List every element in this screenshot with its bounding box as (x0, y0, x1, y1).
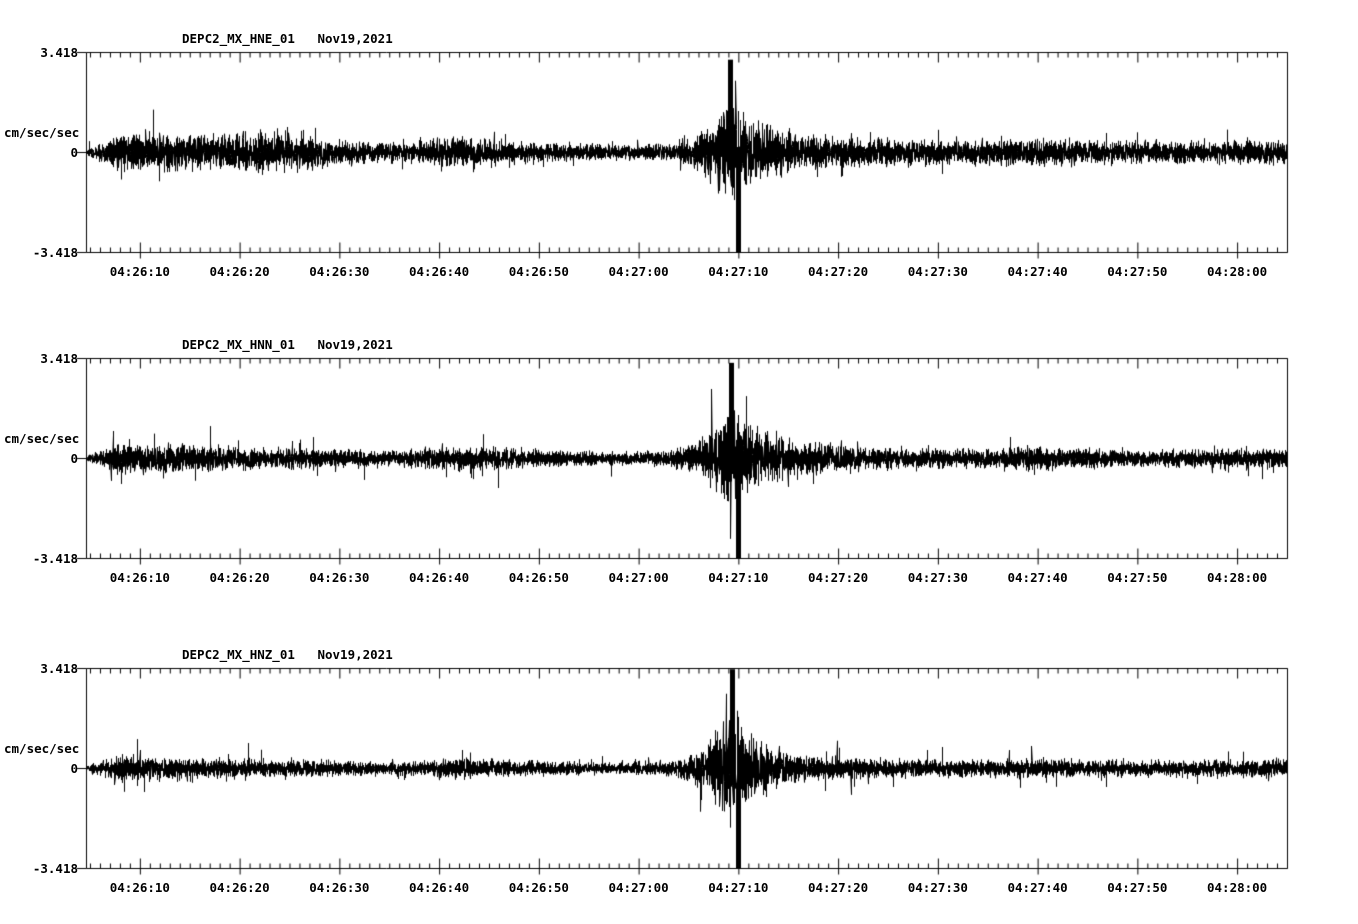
x-tick-label-1-9: 04:27:30 (907, 264, 968, 279)
x-tick-label-2-8: 04:27:20 (808, 570, 869, 585)
x-tick-label-1-12: 04:28:00 (1207, 264, 1268, 279)
x-tick-label-2-11: 04:27:50 (1107, 570, 1168, 585)
x-tick-label-1-10: 04:27:40 (1007, 264, 1068, 279)
waveform-trace-3 (0, 656, 1358, 880)
x-tick-label-2-7: 04:27:10 (708, 570, 769, 585)
x-tick-label-2-12: 04:28:00 (1207, 570, 1268, 585)
x-tick-label-3-3: 04:26:30 (309, 880, 370, 895)
x-tick-label-3-5: 04:26:50 (508, 880, 569, 895)
x-tick-label-1-4: 04:26:40 (409, 264, 470, 279)
x-tick-label-2-2: 04:26:20 (209, 570, 270, 585)
x-tick-label-3-12: 04:28:00 (1207, 880, 1268, 895)
x-tick-label-3-9: 04:27:30 (907, 880, 968, 895)
x-tick-label-2-4: 04:26:40 (409, 570, 470, 585)
x-tick-label-1-6: 04:27:00 (608, 264, 669, 279)
x-tick-label-2-5: 04:26:50 (508, 570, 569, 585)
x-tick-label-1-11: 04:27:50 (1107, 264, 1168, 279)
waveform-trace-2 (0, 346, 1358, 570)
x-tick-label-3-10: 04:27:40 (1007, 880, 1068, 895)
x-tick-label-1-2: 04:26:20 (209, 264, 270, 279)
x-tick-label-2-1: 04:26:10 (109, 570, 170, 585)
x-tick-label-3-8: 04:27:20 (808, 880, 869, 895)
x-tick-label-1-7: 04:27:10 (708, 264, 769, 279)
x-tick-label-3-4: 04:26:40 (409, 880, 470, 895)
x-tick-label-3-2: 04:26:20 (209, 880, 270, 895)
x-tick-label-2-3: 04:26:30 (309, 570, 370, 585)
x-tick-label-3-6: 04:27:00 (608, 880, 669, 895)
x-tick-label-2-10: 04:27:40 (1007, 570, 1068, 585)
x-tick-label-2-9: 04:27:30 (907, 570, 968, 585)
x-tick-label-3-11: 04:27:50 (1107, 880, 1168, 895)
x-tick-label-3-1: 04:26:10 (109, 880, 170, 895)
x-tick-label-1-1: 04:26:10 (109, 264, 170, 279)
x-tick-label-1-5: 04:26:50 (508, 264, 569, 279)
x-tick-label-3-7: 04:27:10 (708, 880, 769, 895)
x-tick-label-1-8: 04:27:20 (808, 264, 869, 279)
waveform-trace-1 (0, 40, 1358, 264)
x-tick-label-1-3: 04:26:30 (309, 264, 370, 279)
x-tick-label-2-6: 04:27:00 (608, 570, 669, 585)
